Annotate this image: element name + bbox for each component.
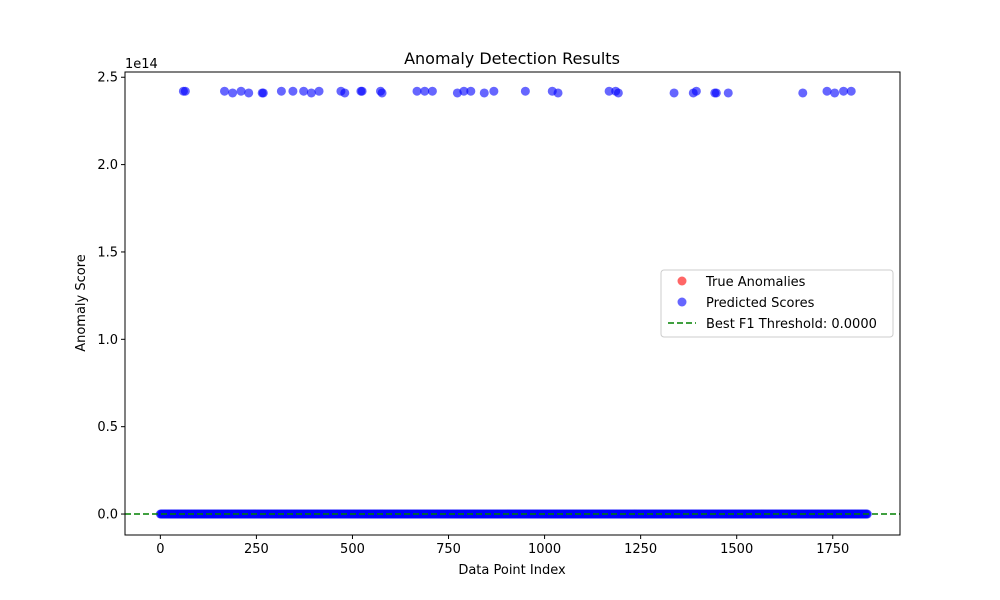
legend: True Anomalies Predicted Scores Best F1 Th… (660, 269, 894, 338)
predicted-score-point (420, 86, 430, 96)
predicted-score-point (839, 86, 849, 96)
predicted-score-point (711, 88, 721, 98)
predicted-score-point (412, 86, 422, 96)
predicted-score-point (459, 86, 469, 96)
legend-box (660, 269, 894, 338)
predicted-score-point (466, 86, 476, 96)
predicted-score-point (220, 86, 230, 96)
x-axis-label: Data Point Index (458, 563, 566, 578)
predicted-score-point (479, 88, 489, 98)
predicted-score-point (306, 88, 316, 98)
legend-entry-label: True Anomalies (705, 275, 806, 290)
predicted-score-point (798, 88, 808, 98)
x-tick-label: 1250 (624, 542, 657, 557)
x-tick-label: 1000 (528, 542, 561, 557)
y-tick-label: 0.5 (97, 420, 118, 435)
y-axis-offset-label: 1e14 (125, 57, 158, 72)
predicted-score-point (830, 88, 840, 98)
y-tick-label: 2.5 (97, 71, 118, 86)
predicted-score-point (276, 86, 286, 96)
y-tick-label: 1.0 (97, 333, 118, 348)
plot-marks (125, 86, 900, 519)
predicted-score-point (340, 88, 350, 98)
axis-ticks: 0 250 500 750 1000 1250 1500 1750 0.0 0.5 1.0 1.5 2.… (97, 71, 849, 557)
legend-entry-label: Best F1 Threshold: 0.0000 (706, 317, 877, 332)
predicted-score-point (553, 88, 563, 98)
predicted-score-point (236, 86, 246, 96)
predicted-score-point (427, 86, 437, 96)
y-tick-label: 1.5 (97, 245, 118, 260)
predicted-score-point (377, 88, 387, 98)
predicted-score-point (314, 86, 324, 96)
x-tick-label: 1750 (816, 542, 849, 557)
predicted-score-point (258, 88, 268, 98)
x-tick-label: 750 (436, 542, 461, 557)
predicted-score-point (669, 88, 679, 98)
plot-area-frame (124, 71, 901, 536)
predicted-score-point (822, 86, 832, 96)
legend-entry-label: Predicted Scores (706, 296, 815, 311)
y-axis-label: Anomaly Score (74, 254, 89, 352)
predicted-score-point (520, 86, 530, 96)
chart-title: Anomaly Detection Results (404, 49, 620, 68)
x-tick-label: 500 (340, 542, 365, 557)
legend-marker-swatch (677, 276, 687, 286)
predicted-score-point (288, 86, 298, 96)
legend-marker-swatch (677, 297, 687, 307)
predicted-score-point (244, 88, 254, 98)
predicted-score-point (357, 86, 367, 96)
x-tick-label: 250 (244, 542, 269, 557)
y-tick-label: 2.0 (97, 158, 118, 173)
predicted-score-point (604, 86, 614, 96)
predicted-score-point (180, 86, 190, 96)
predicted-score-point (691, 86, 701, 96)
predicted-score-point (228, 88, 238, 98)
predicted-score-point (299, 86, 309, 96)
x-tick-label: 1500 (720, 542, 753, 557)
predicted-score-point (613, 88, 623, 98)
predicted-score-point (489, 86, 499, 96)
predicted-score-point (723, 88, 733, 98)
predicted-score-point (846, 86, 856, 96)
y-tick-label: 0.0 (97, 508, 118, 523)
x-tick-label: 0 (156, 542, 164, 557)
